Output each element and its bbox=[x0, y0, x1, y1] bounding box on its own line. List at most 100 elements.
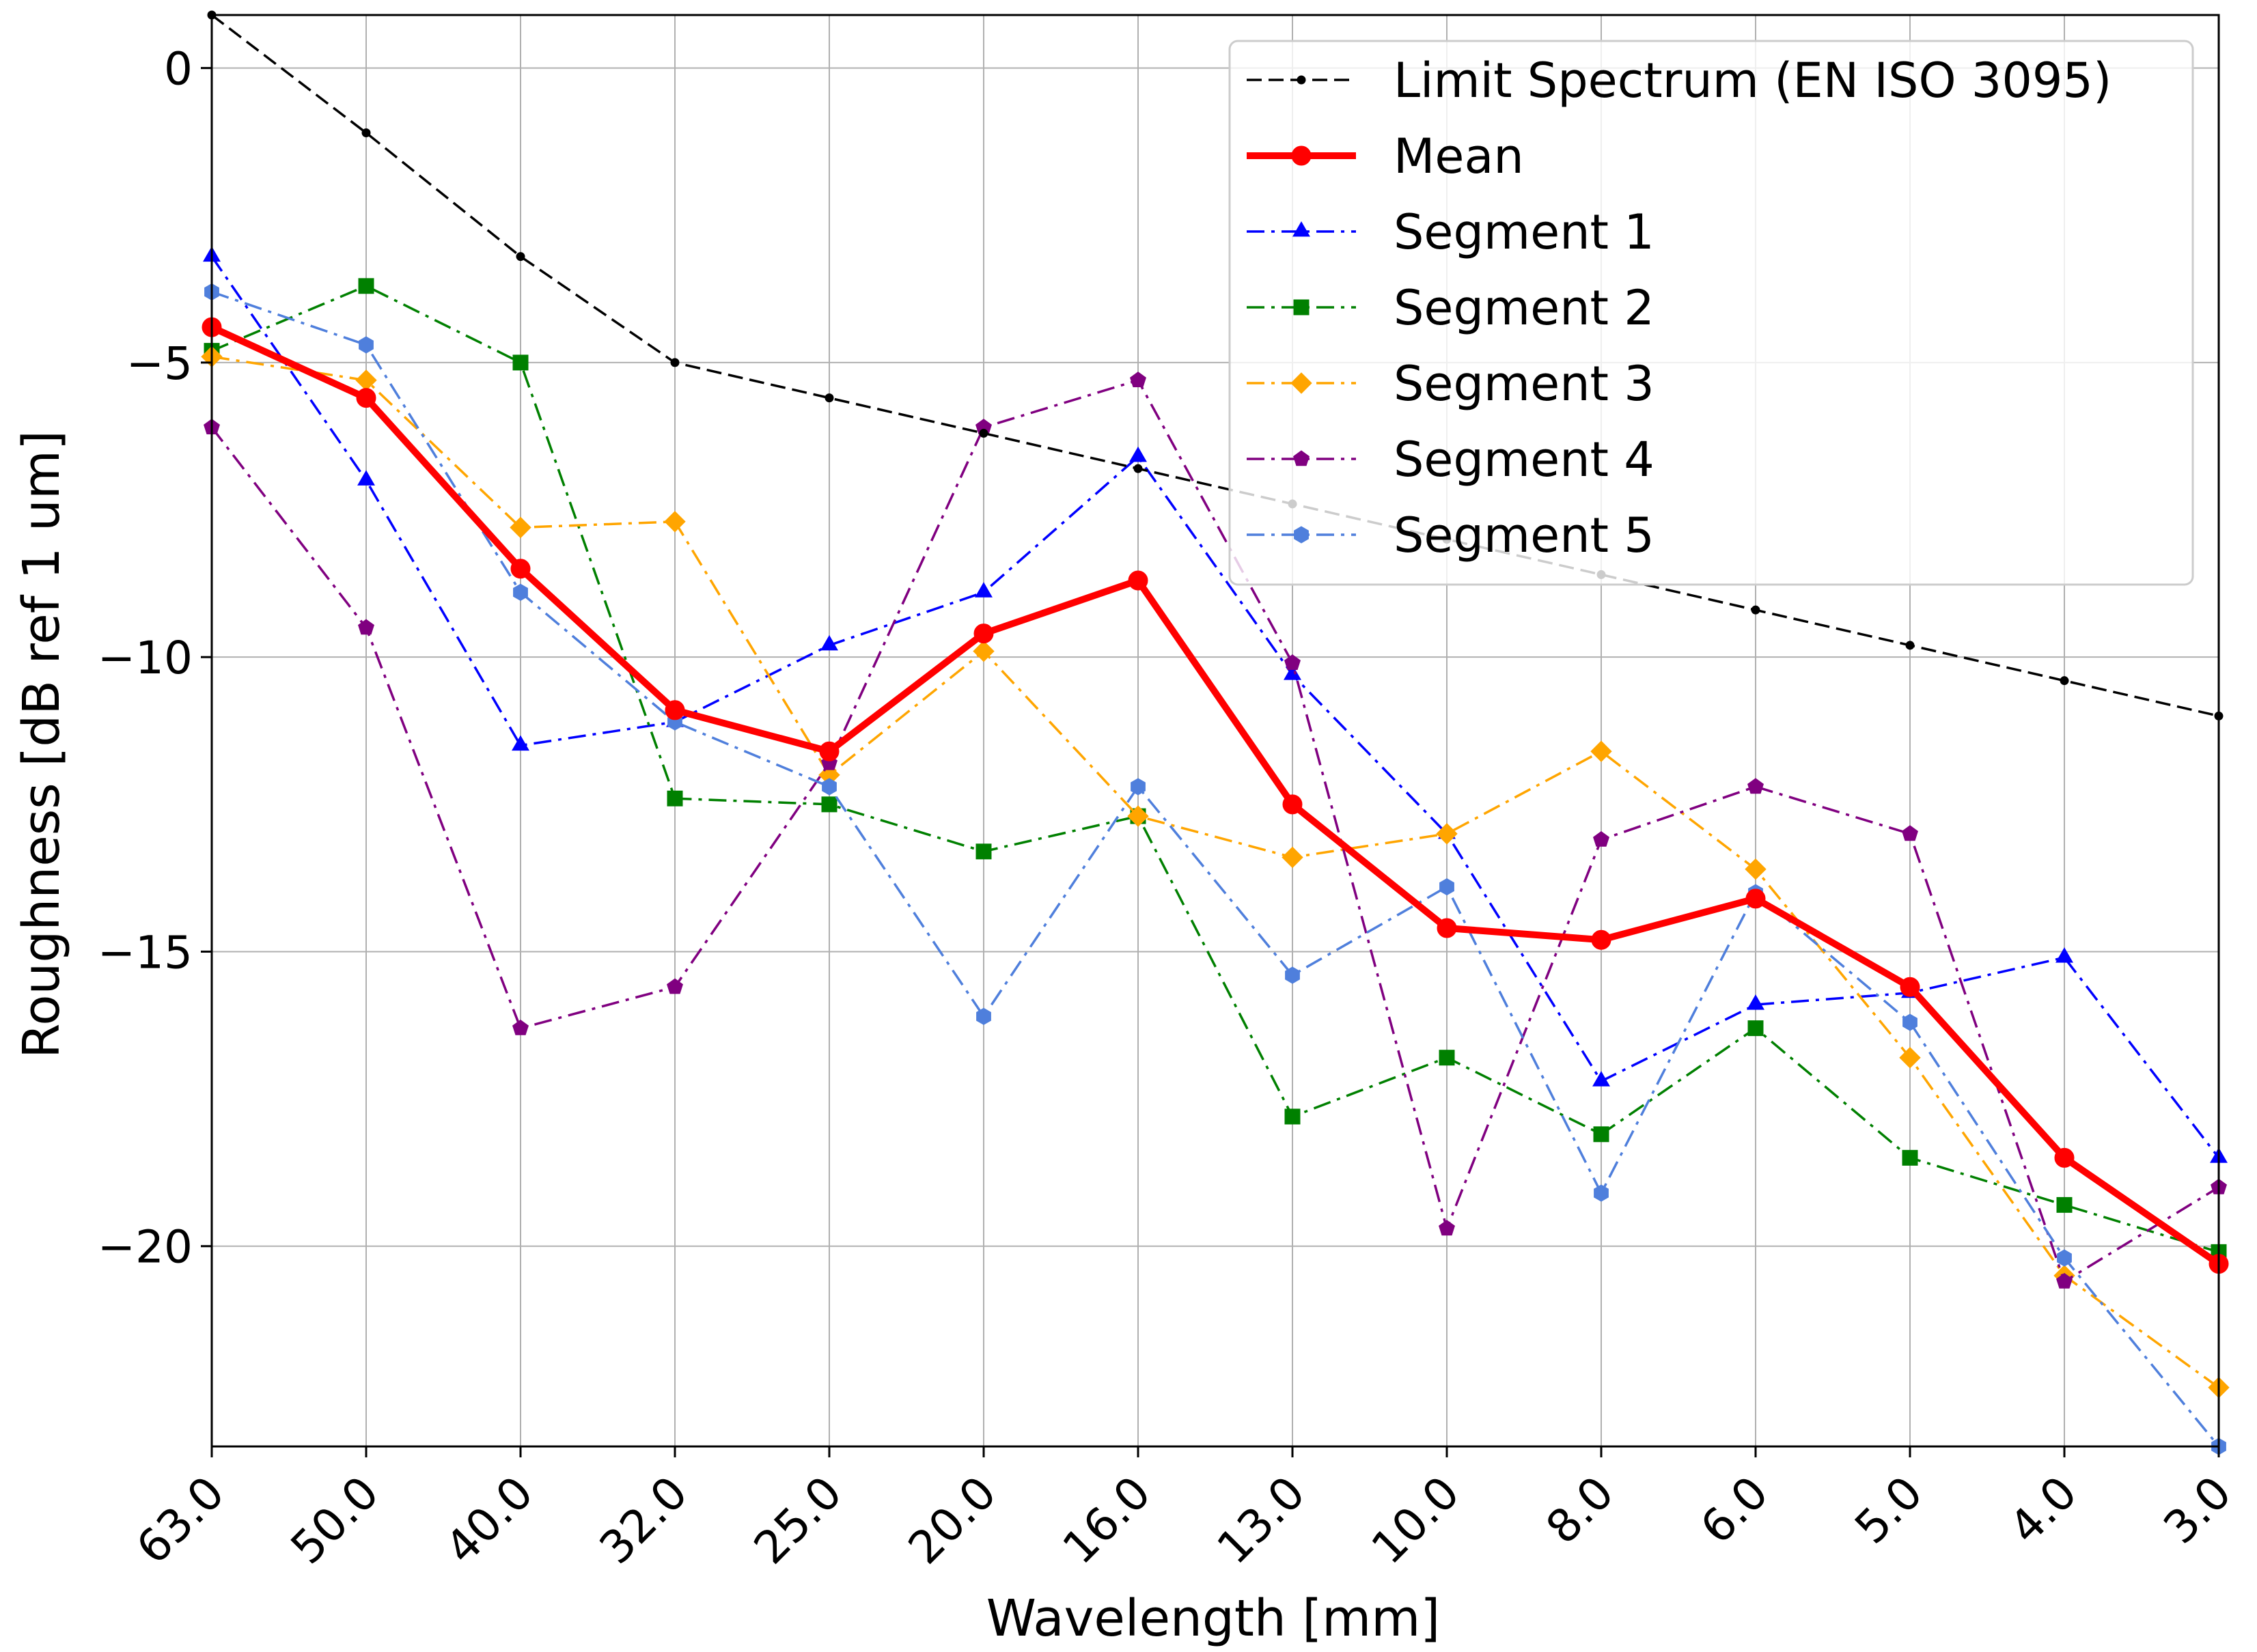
data-point-mean bbox=[1900, 977, 1920, 997]
data-point-segment-1 bbox=[357, 470, 375, 486]
series-segment-1 bbox=[203, 246, 2228, 1163]
data-point-segment-1 bbox=[512, 735, 529, 751]
data-point-segment-5 bbox=[1439, 878, 1454, 896]
data-point-mean bbox=[973, 624, 994, 644]
legend-marker-limit-spectrum-en-iso-3095 bbox=[1297, 75, 1306, 85]
data-point-segment-3 bbox=[664, 511, 686, 533]
data-point-limit-spectrum-en-iso-3095 bbox=[825, 393, 834, 403]
data-point-segment-5 bbox=[1131, 778, 1146, 796]
plot-frame bbox=[210, 14, 2220, 1448]
series-line-segment-1 bbox=[210, 255, 2220, 1159]
x-tick-label: 20.0 bbox=[898, 1466, 1006, 1574]
series-segment-5 bbox=[204, 283, 2226, 1455]
legend-marker-segment-5 bbox=[1294, 526, 1309, 544]
data-point-segment-3 bbox=[1590, 740, 1612, 762]
y-tick-label: −5 bbox=[126, 337, 193, 390]
data-point-segment-3 bbox=[1899, 1046, 1921, 1069]
data-point-segment-4 bbox=[358, 619, 374, 635]
x-axis-ticks: 63.0 50.0 40.0 32.0 25.0 20.0 16.0 13.0 10.0 8.0 6… bbox=[126, 1446, 2241, 1574]
x-tick-label: 13.0 bbox=[1207, 1466, 1315, 1574]
data-point-mean bbox=[1282, 794, 1303, 815]
y-tick-label: 0 bbox=[164, 43, 193, 96]
data-point-segment-1 bbox=[820, 634, 838, 651]
data-point-segment-2 bbox=[821, 796, 837, 813]
legend-marker-segment-2 bbox=[1293, 299, 1310, 316]
data-point-segment-5 bbox=[1285, 966, 1300, 984]
data-point-segment-3 bbox=[510, 516, 531, 539]
data-point-segment-2 bbox=[975, 843, 992, 860]
data-point-segment-4 bbox=[1593, 830, 1609, 847]
data-point-segment-5 bbox=[1594, 1184, 1609, 1202]
data-point-limit-spectrum-en-iso-3095 bbox=[1905, 641, 1915, 650]
data-point-segment-1 bbox=[975, 582, 993, 598]
legend-label-segment-3: Segment 3 bbox=[1394, 356, 1654, 412]
legend-label-segment-2: Segment 2 bbox=[1394, 280, 1654, 336]
x-tick-label: 5.0 bbox=[1845, 1466, 1933, 1554]
x-tick-label: 25.0 bbox=[744, 1466, 852, 1574]
x-tick-label: 4.0 bbox=[1999, 1466, 2088, 1554]
legend-label-segment-4: Segment 4 bbox=[1394, 432, 1654, 488]
data-point-segment-4 bbox=[2056, 1272, 2073, 1289]
series-line-segment-2 bbox=[211, 285, 2219, 1254]
data-point-mean bbox=[1745, 888, 1766, 909]
data-point-segment-1 bbox=[1747, 994, 1764, 1010]
y-tick-label: −15 bbox=[98, 926, 193, 979]
x-tick-label: 32.0 bbox=[590, 1466, 697, 1574]
data-point-mean bbox=[510, 559, 531, 579]
series-line-segment-4 bbox=[210, 379, 2219, 1283]
data-point-segment-1 bbox=[1284, 664, 1301, 680]
data-point-segment-5 bbox=[359, 336, 374, 354]
series-line-limit-spectrum-en-iso-3095 bbox=[210, 14, 2219, 718]
legend-marker-segment-3 bbox=[1290, 372, 1312, 394]
data-point-mean bbox=[356, 388, 376, 408]
x-tick-label: 10.0 bbox=[1361, 1466, 1469, 1574]
x-axis-label: Wavelength [mm] bbox=[986, 1589, 1440, 1648]
data-point-segment-5 bbox=[2057, 1249, 2072, 1267]
legend-marker-mean bbox=[1291, 145, 1312, 166]
data-point-segment-3 bbox=[973, 640, 995, 662]
data-point-limit-spectrum-en-iso-3095 bbox=[1133, 464, 1143, 473]
x-tick-label: 3.0 bbox=[2154, 1466, 2242, 1554]
data-point-segment-2 bbox=[667, 790, 683, 807]
data-point-segment-2 bbox=[2056, 1196, 2073, 1213]
data-point-mean bbox=[2054, 1147, 2075, 1168]
data-point-segment-3 bbox=[1127, 805, 1149, 827]
data-point-limit-spectrum-en-iso-3095 bbox=[2060, 676, 2069, 686]
series-segment-4 bbox=[204, 372, 2227, 1289]
data-point-limit-spectrum-en-iso-3095 bbox=[670, 358, 680, 367]
data-point-limit-spectrum-en-iso-3095 bbox=[979, 428, 988, 438]
x-tick-label: 16.0 bbox=[1053, 1466, 1161, 1574]
legend-label-segment-1: Segment 1 bbox=[1394, 204, 1654, 260]
legend: Limit Spectrum (EN ISO 3095) Mean Segment … bbox=[1228, 40, 2194, 586]
data-point-limit-spectrum-en-iso-3095 bbox=[516, 252, 525, 262]
data-point-segment-3 bbox=[1436, 823, 1458, 845]
data-point-segment-3 bbox=[1282, 846, 1303, 869]
legend-marker-segment-1 bbox=[1292, 221, 1310, 237]
x-tick-label: 8.0 bbox=[1536, 1466, 1624, 1554]
data-point-segment-2 bbox=[512, 354, 529, 371]
data-point-segment-4 bbox=[1747, 778, 1764, 794]
data-point-segment-1 bbox=[2055, 947, 2073, 963]
y-tick-label: −10 bbox=[98, 632, 193, 684]
legend-label-segment-5: Segment 5 bbox=[1394, 507, 1654, 563]
data-point-segment-2 bbox=[1902, 1149, 1918, 1166]
legend-label-mean: Mean bbox=[1394, 128, 1524, 184]
x-tick-label: 40.0 bbox=[435, 1466, 543, 1574]
data-point-segment-5 bbox=[976, 1007, 991, 1025]
data-point-segment-4 bbox=[1439, 1220, 1455, 1236]
legend-marker-segment-4 bbox=[1293, 450, 1310, 466]
y-axis-ticks: 0 −5 −10 −15 −20 bbox=[98, 43, 212, 1274]
data-point-segment-5 bbox=[513, 583, 528, 601]
data-point-segment-1 bbox=[1129, 446, 1147, 462]
series-line-segment-3 bbox=[211, 355, 2220, 1389]
data-point-segment-3 bbox=[1745, 858, 1767, 880]
y-tick-label: −20 bbox=[98, 1221, 193, 1274]
data-point-segment-4 bbox=[512, 1019, 529, 1035]
data-point-segment-2 bbox=[1747, 1020, 1764, 1037]
x-tick-label: 63.0 bbox=[126, 1466, 234, 1574]
data-point-segment-5 bbox=[822, 778, 837, 796]
data-point-segment-2 bbox=[1284, 1108, 1301, 1125]
data-point-mean bbox=[1591, 929, 1611, 950]
